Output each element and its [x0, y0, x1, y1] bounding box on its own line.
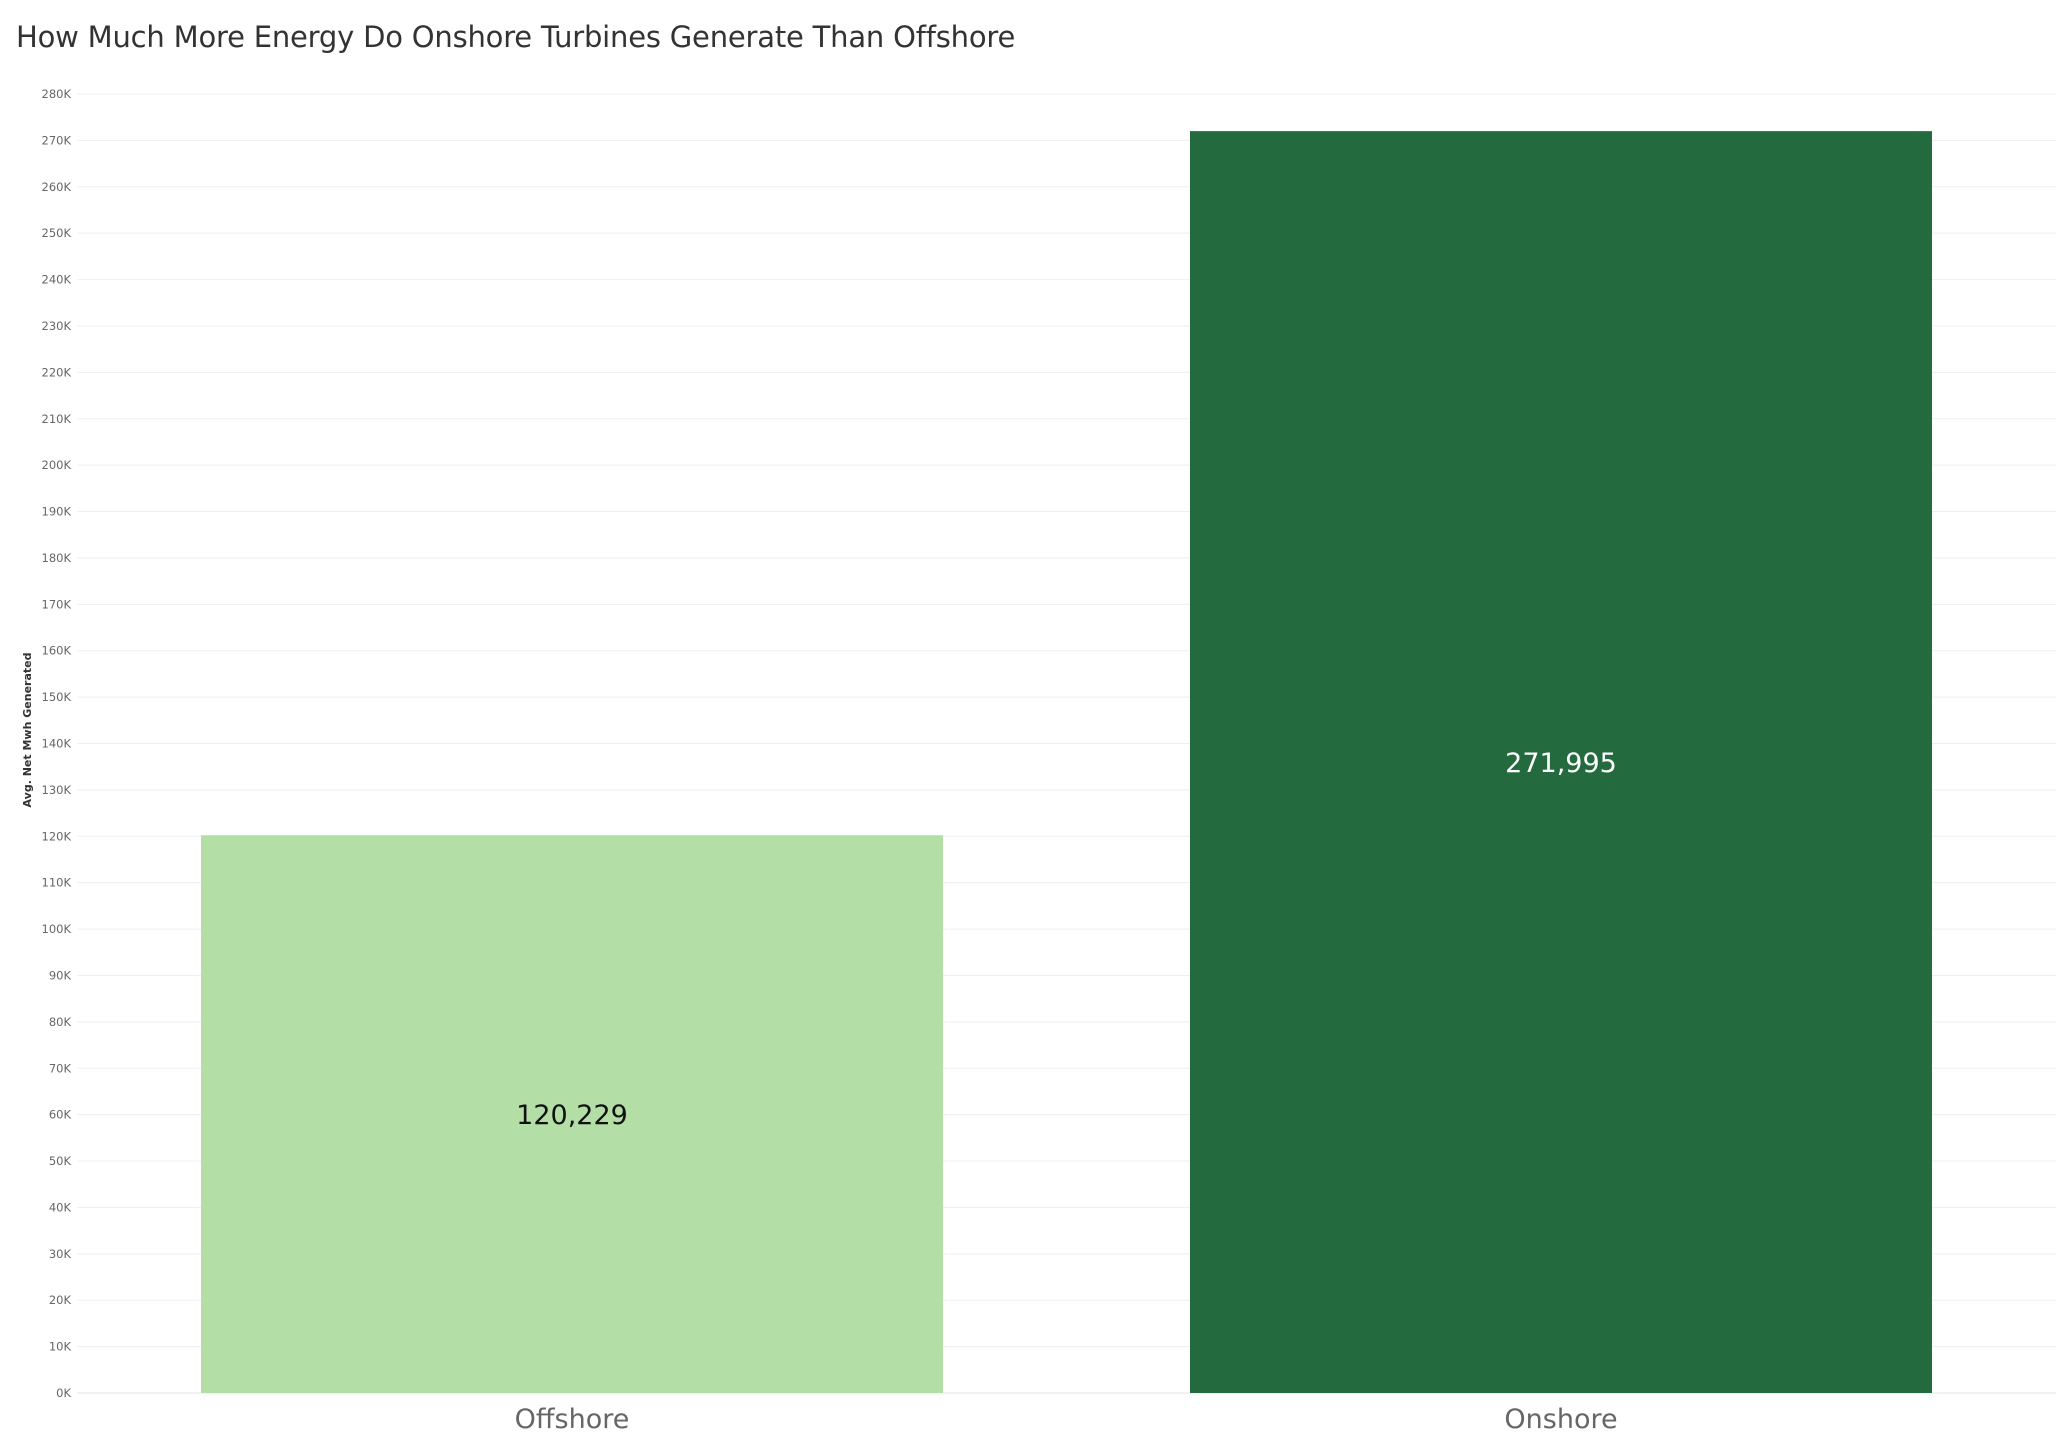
- y-tick-label: 190K: [42, 505, 72, 519]
- y-tick-label: 130K: [42, 783, 72, 797]
- y-tick-label: 150K: [42, 690, 72, 704]
- y-tick-label: 50K: [49, 1154, 72, 1168]
- y-tick-label: 200K: [42, 458, 72, 472]
- y-axis-title: Avg. Net Mwh Generated: [21, 653, 34, 808]
- y-tick-label: 210K: [42, 412, 72, 426]
- y-axis-ticks: 0K 10K 20K 30K 40K 50K 60K 70K 80K 90K 100K 110K 120…: [42, 87, 72, 1400]
- y-tick-label: 250K: [42, 226, 72, 240]
- y-tick-label: 280K: [42, 87, 72, 101]
- chart-title: How Much More Energy Do Onshore Turbines…: [16, 20, 1016, 54]
- y-tick-label: 90K: [49, 968, 72, 982]
- data-label: 120,229: [516, 1100, 628, 1131]
- data-label: 271,995: [1505, 748, 1617, 779]
- y-tick-label: 60K: [49, 1108, 72, 1122]
- x-axis-labels: Offshore Onshore: [515, 1404, 1618, 1435]
- y-tick-label: 100K: [42, 922, 72, 936]
- y-tick-label: 0K: [56, 1386, 71, 1400]
- y-tick-label: 120K: [42, 829, 72, 843]
- y-tick-label: 180K: [42, 551, 72, 565]
- y-tick-label: 230K: [42, 319, 72, 333]
- y-tick-label: 220K: [42, 365, 72, 379]
- y-tick-label: 110K: [42, 876, 72, 890]
- y-tick-label: 20K: [49, 1293, 72, 1307]
- y-tick-label: 160K: [42, 644, 72, 658]
- x-category-label: Offshore: [515, 1404, 630, 1435]
- x-category-label: Onshore: [1504, 1404, 1617, 1435]
- bar-offshore[interactable]: [201, 835, 943, 1393]
- y-tick-label: 80K: [49, 1015, 72, 1029]
- bars: 120,229 271,995: [201, 131, 1932, 1394]
- y-tick-label: 170K: [42, 597, 72, 611]
- bar-onshore[interactable]: [1190, 131, 1932, 1394]
- y-tick-label: 30K: [49, 1247, 72, 1261]
- y-tick-label: 40K: [49, 1200, 72, 1214]
- y-tick-label: 240K: [42, 273, 72, 287]
- y-tick-label: 10K: [49, 1340, 72, 1354]
- y-tick-label: 70K: [49, 1061, 72, 1075]
- y-tick-label: 270K: [42, 133, 72, 147]
- y-tick-label: 260K: [42, 180, 72, 194]
- y-tick-label: 140K: [42, 737, 72, 751]
